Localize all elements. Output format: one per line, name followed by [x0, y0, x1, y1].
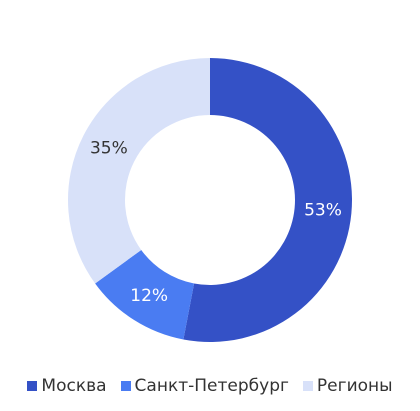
data-label: 53%	[304, 201, 342, 221]
legend-item: Москва	[27, 376, 107, 396]
legend: Москва Санкт-Петербург Регионы	[0, 376, 420, 396]
legend-swatch	[27, 381, 38, 391]
donut-slice	[183, 58, 352, 342]
data-label: 35%	[90, 138, 128, 158]
donut-slice	[67, 58, 210, 284]
donut-slice	[95, 249, 195, 340]
legend-label: Санкт-Петербург	[134, 376, 289, 396]
legend-item: Санкт-Петербург	[120, 376, 289, 396]
data-label: 12%	[130, 286, 168, 306]
chart: 53% 12% 35%	[67, 58, 352, 342]
legend-swatch	[302, 381, 313, 391]
legend-swatch	[120, 381, 131, 391]
legend-item: Регионы	[302, 376, 393, 396]
legend-label: Регионы	[316, 376, 393, 396]
legend-label: Москва	[41, 376, 107, 396]
